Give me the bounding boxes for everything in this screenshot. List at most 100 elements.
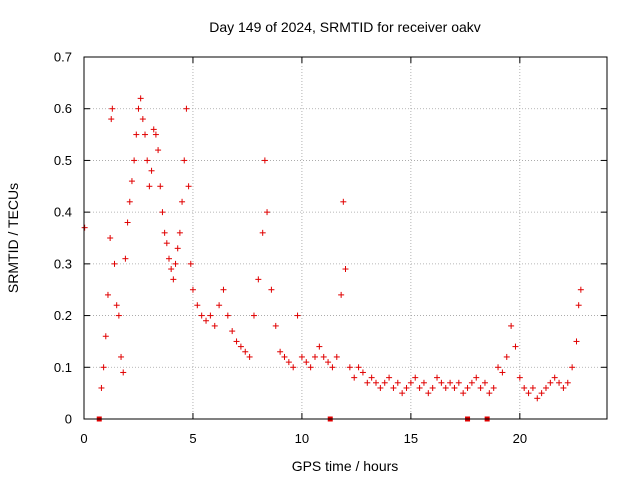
data-point — [211, 322, 218, 329]
data-point — [203, 317, 210, 324]
data-point — [542, 384, 549, 391]
data-point — [460, 390, 467, 397]
data-point — [394, 379, 401, 386]
x-tick-label: 5 — [189, 431, 196, 446]
data-point — [529, 384, 536, 391]
y-tick-label: 0.7 — [54, 50, 72, 65]
data-point — [187, 260, 194, 267]
data-point — [577, 286, 584, 293]
plot-frame — [83, 56, 608, 420]
data-point — [285, 359, 292, 366]
data-point — [135, 105, 142, 112]
data-point — [521, 384, 528, 391]
data-point — [569, 364, 576, 371]
data-point — [148, 167, 155, 174]
data-point — [316, 343, 323, 350]
data-point — [150, 126, 157, 133]
data-point — [355, 364, 362, 371]
data-point — [447, 379, 454, 386]
data-point — [386, 374, 393, 381]
data-point — [551, 374, 558, 381]
data-point — [246, 353, 253, 360]
data-point — [264, 209, 271, 216]
data-point — [146, 183, 153, 190]
data-point — [170, 276, 177, 283]
data-point — [455, 379, 462, 386]
data-point — [124, 219, 131, 226]
data-point — [181, 157, 188, 164]
data-point — [268, 286, 275, 293]
data-point — [137, 95, 144, 102]
data-point — [113, 302, 120, 309]
data-point — [468, 379, 475, 386]
data-point — [481, 379, 488, 386]
data-point — [111, 260, 118, 267]
data-point — [179, 198, 186, 205]
data-point — [128, 178, 135, 185]
data-point — [165, 255, 172, 262]
data-point — [107, 235, 114, 241]
data-point — [176, 229, 183, 236]
data-point — [399, 390, 406, 397]
data-point — [368, 374, 375, 381]
x-tick-label: 15 — [404, 431, 418, 446]
data-point — [144, 157, 151, 164]
data-point — [98, 384, 105, 391]
data-point — [100, 364, 107, 371]
data-point — [183, 105, 190, 112]
data-point — [108, 116, 115, 123]
x-tick-label: 10 — [295, 431, 309, 446]
data-point — [233, 338, 240, 345]
data-point — [242, 348, 249, 355]
data-point — [538, 390, 545, 397]
data-point — [189, 286, 196, 293]
x-tick-label: 0 — [80, 431, 87, 446]
data-point — [159, 209, 166, 216]
data-point — [250, 312, 257, 319]
data-point — [477, 384, 484, 391]
data-point — [229, 328, 236, 335]
data-point — [172, 260, 179, 267]
y-tick-label: 0.1 — [54, 360, 72, 375]
data-point — [547, 379, 554, 386]
data-point — [115, 312, 122, 319]
data-point — [412, 374, 419, 381]
data-point — [359, 369, 366, 376]
data-point — [556, 379, 563, 386]
data-point — [525, 390, 532, 397]
data-point — [403, 384, 410, 391]
data-point — [174, 245, 181, 252]
data-point — [259, 229, 266, 236]
data-point — [120, 369, 127, 376]
data-point — [307, 364, 314, 371]
data-point — [277, 348, 284, 355]
data-point — [81, 224, 88, 231]
data-point — [364, 379, 371, 386]
y-tick-label: 0.4 — [54, 205, 72, 220]
data-point — [109, 105, 116, 112]
data-point — [451, 384, 458, 391]
data-point — [152, 131, 159, 138]
data-point — [281, 353, 288, 360]
data-point — [420, 379, 427, 386]
x-axis-label: GPS time / hours — [292, 458, 399, 474]
data-point — [126, 198, 133, 205]
data-point — [416, 384, 423, 391]
data-point — [272, 322, 279, 329]
data-point — [338, 291, 345, 298]
data-point — [512, 343, 519, 350]
data-point — [142, 131, 149, 138]
data-point — [464, 384, 471, 391]
data-point — [325, 359, 332, 366]
data-point — [139, 116, 146, 123]
data-point — [131, 157, 138, 164]
data-point — [429, 384, 436, 391]
data-point — [118, 353, 125, 360]
data-point — [163, 240, 170, 247]
data-point — [564, 379, 571, 386]
data-point — [157, 183, 164, 190]
data-point — [298, 353, 305, 360]
data-point — [442, 384, 449, 391]
data-point — [224, 312, 231, 319]
grid-layer — [84, 57, 607, 419]
